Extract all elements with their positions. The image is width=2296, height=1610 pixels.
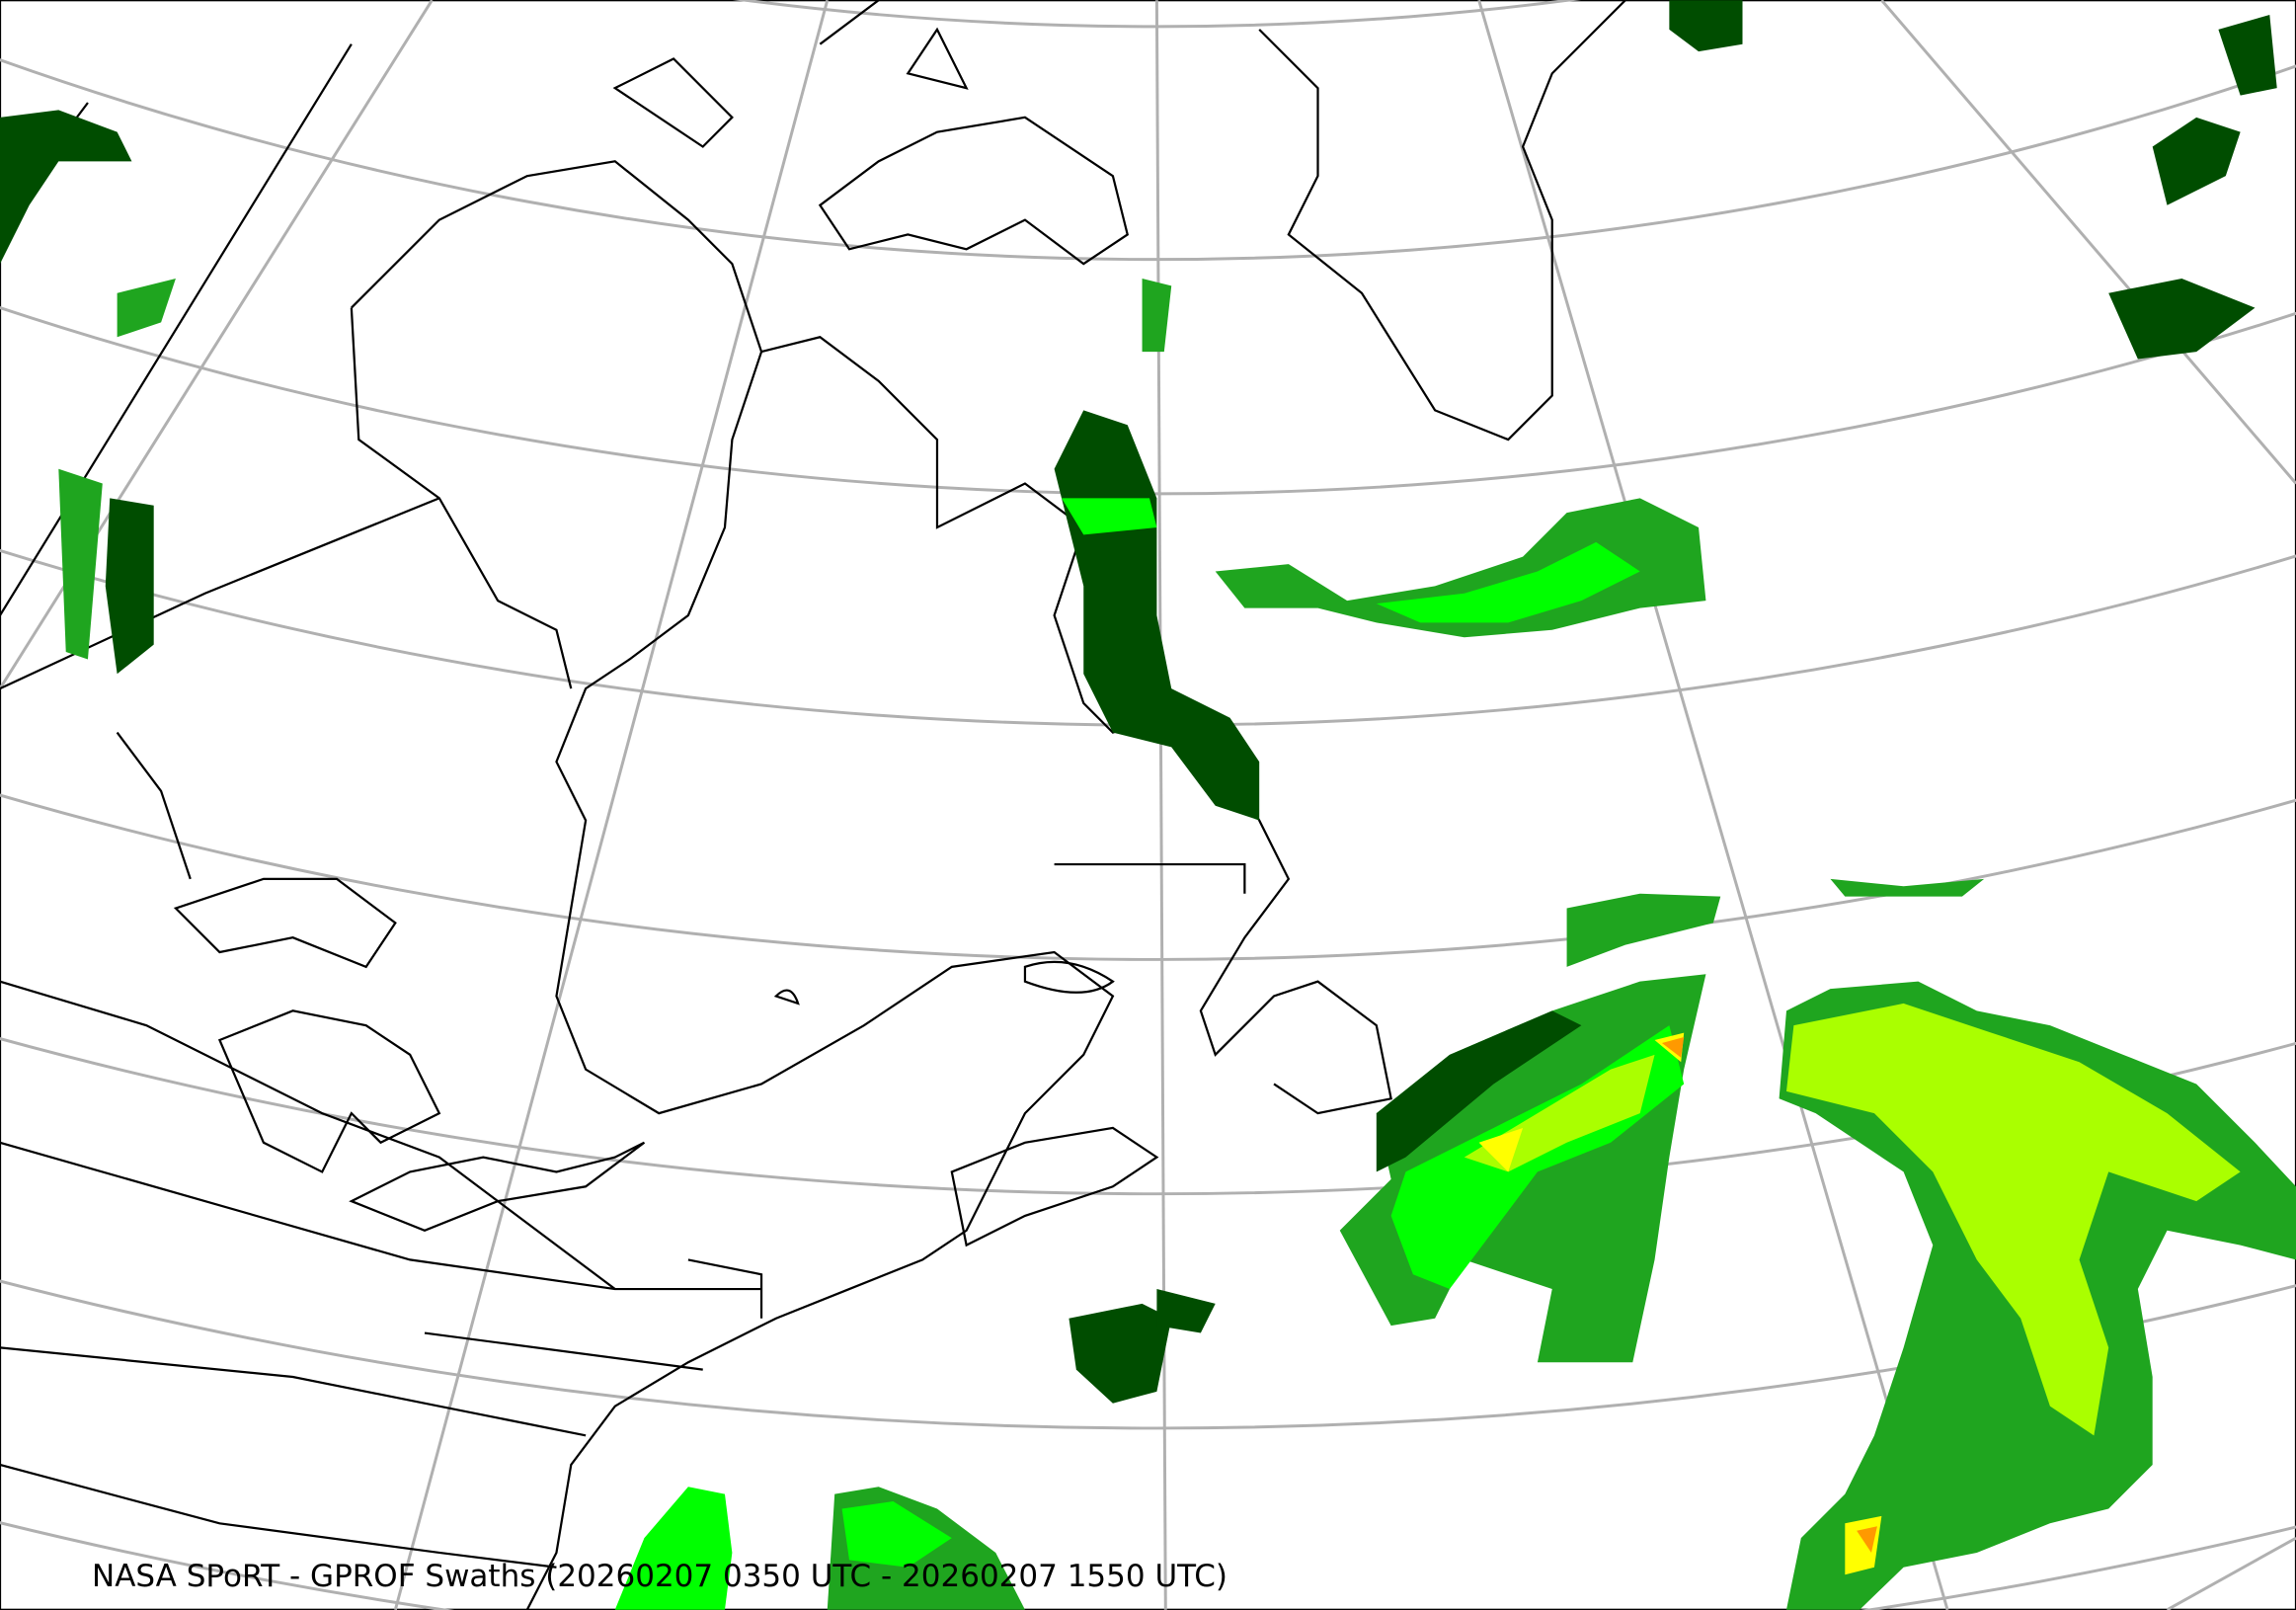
precip-area <box>1478 1032 1685 1172</box>
coastline-hudson-bay <box>350 307 573 689</box>
coastline-greenland <box>1258 0 1626 442</box>
precip-area <box>1661 1037 1685 1058</box>
longitude-line <box>393 0 830 1610</box>
latitude-line <box>0 1278 2296 1428</box>
coastline-nova-scotia <box>950 1126 1159 1248</box>
precip-area <box>841 1501 952 1568</box>
precip-area <box>1669 0 1743 52</box>
latitude-line <box>0 792 2296 960</box>
precip-area <box>2152 117 2241 205</box>
precip-area <box>1142 278 1172 353</box>
coastline-baffin-island <box>818 116 1130 266</box>
precip-area <box>614 1487 733 1610</box>
precip-area <box>2108 278 2256 360</box>
precip-area <box>1376 541 1640 623</box>
longitude-line <box>2166 1536 2296 1610</box>
precip-area <box>1857 1526 1877 1553</box>
coastline-lake-ontario-erie <box>349 1141 646 1232</box>
longitude-line <box>1880 0 2296 485</box>
longitude-line <box>1477 0 1949 1610</box>
coastlines <box>0 0 1626 1610</box>
latitude-line <box>0 305 2296 495</box>
coastline-lakes <box>773 960 1115 1006</box>
precip-area <box>0 110 132 265</box>
coastline-lake-superior <box>173 877 397 969</box>
precip-area <box>1785 1003 2241 1436</box>
precip-area <box>105 498 154 675</box>
precip-area <box>1069 1303 1172 1404</box>
coastline-great-lakes <box>217 1009 441 1173</box>
map-caption: NASA SPoRT - GPROF Swaths (20260207 0350… <box>92 1559 1227 1594</box>
precip-area <box>117 278 176 338</box>
coastline-arctic-islands <box>612 0 969 148</box>
precip-area <box>1156 1289 1216 1333</box>
precip-area <box>58 468 103 660</box>
precip-area <box>1376 1010 1582 1172</box>
precip-area <box>1566 893 1721 967</box>
latitude-line <box>0 1036 2296 1194</box>
precip-area <box>1830 878 1985 897</box>
precip-area <box>1215 498 1706 638</box>
precip-area <box>2218 15 2277 96</box>
coastline-north-america <box>351 160 1115 1610</box>
precip-area <box>1062 498 1157 535</box>
